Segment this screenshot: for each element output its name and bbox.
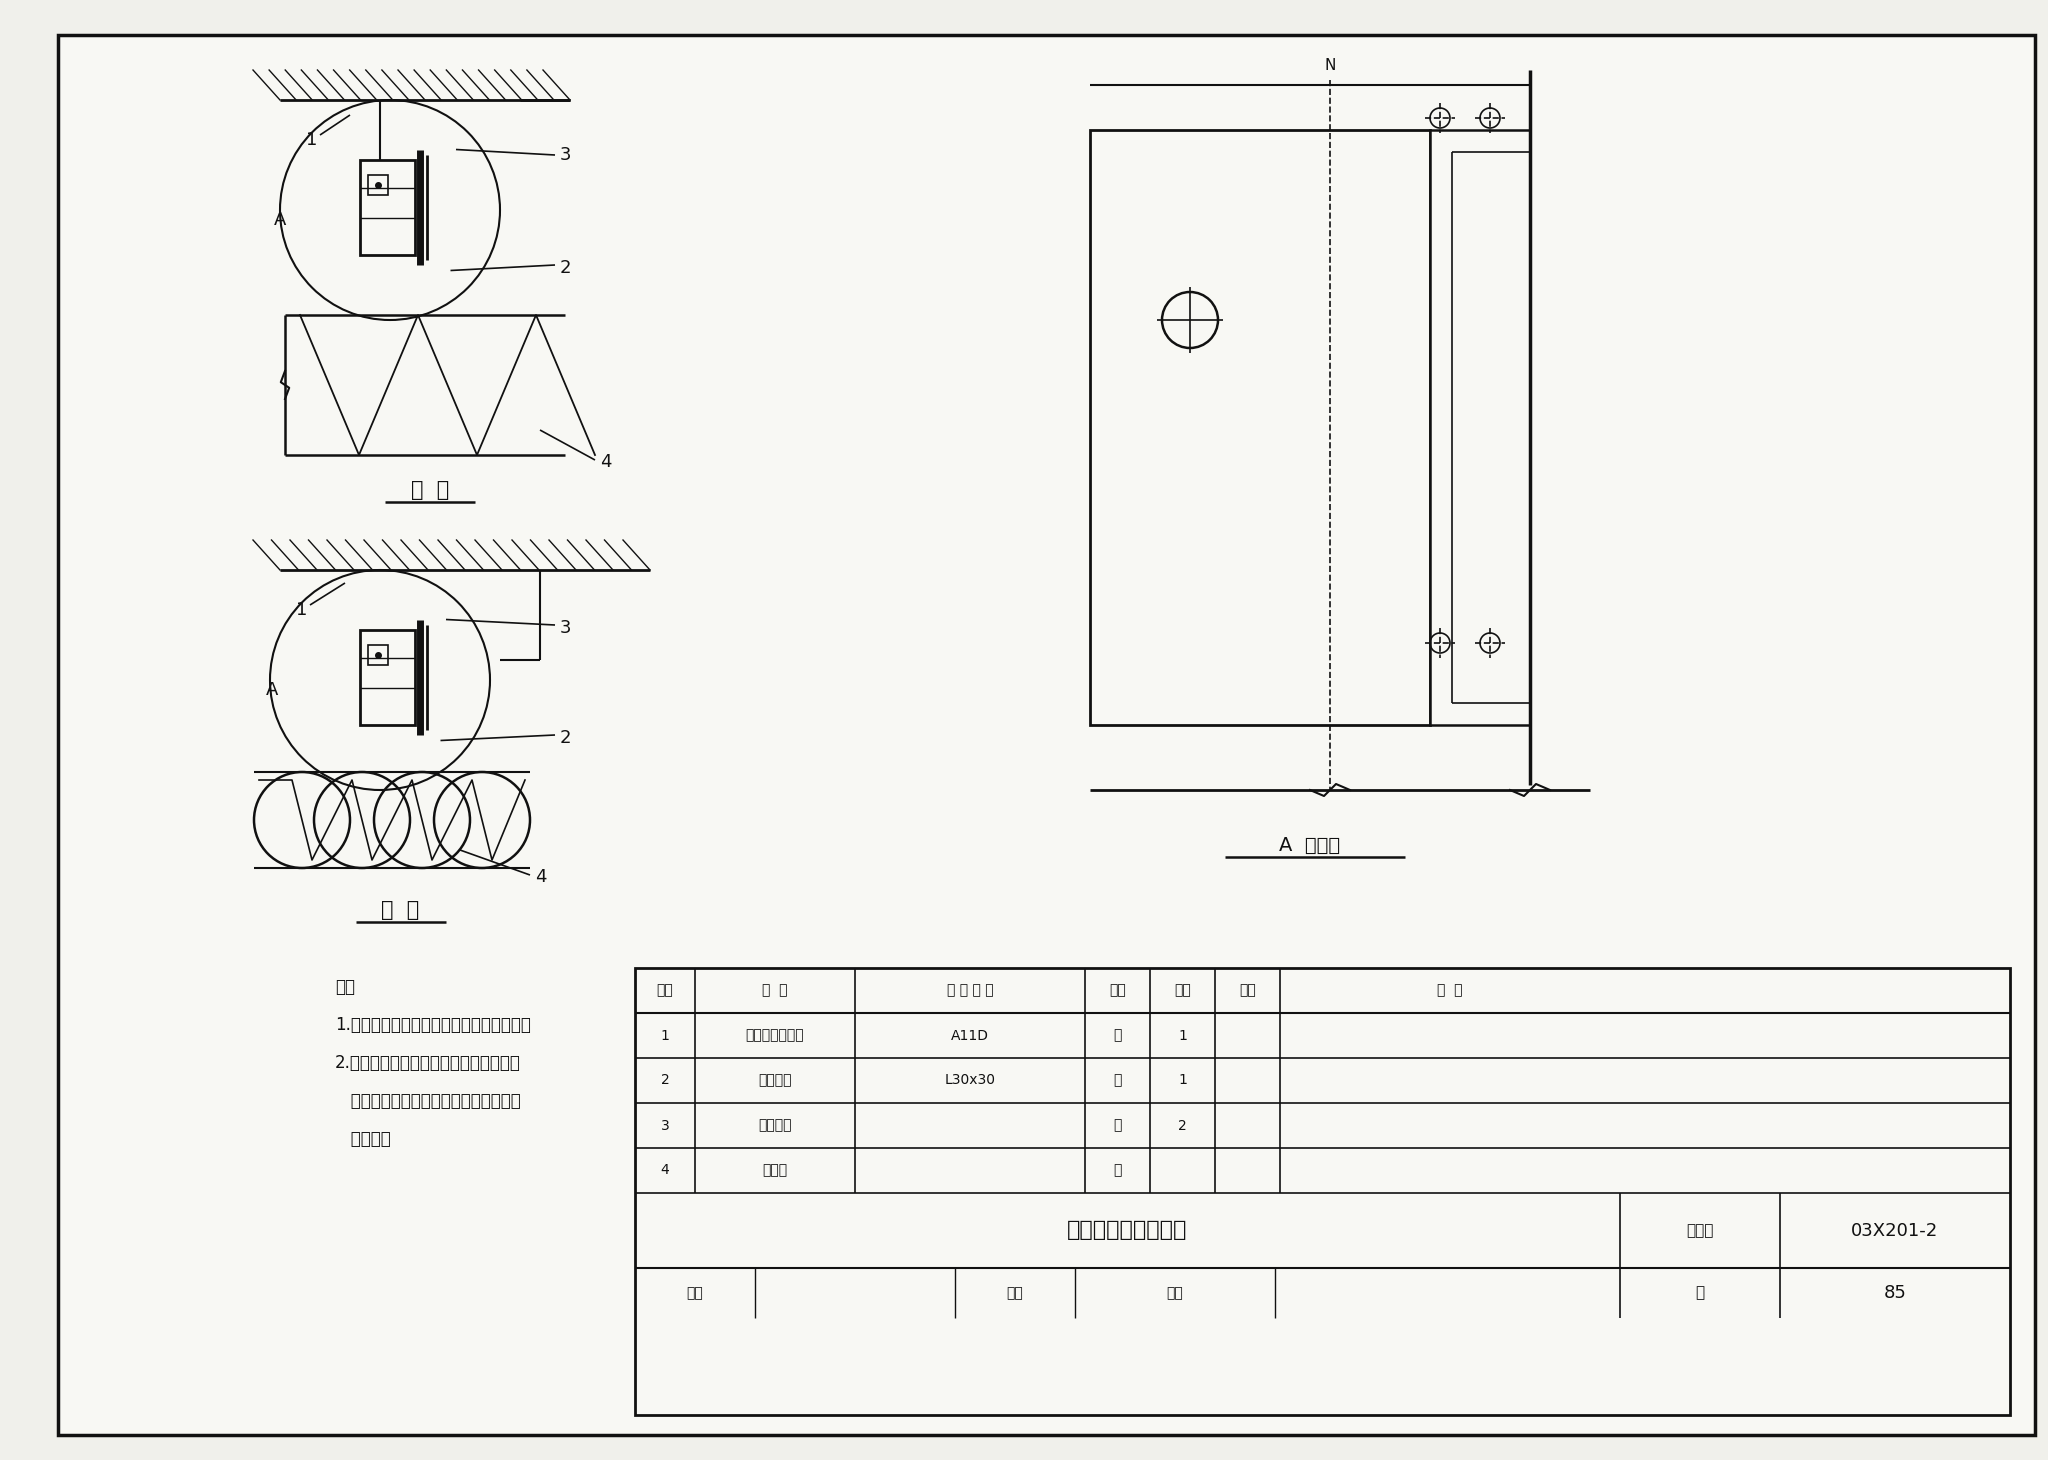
Text: 序号: 序号 <box>657 984 674 997</box>
Text: 1: 1 <box>297 602 307 619</box>
Text: A: A <box>266 680 279 699</box>
Text: 即断开。: 即断开。 <box>336 1130 391 1148</box>
Text: 低温断路控制器: 低温断路控制器 <box>745 1028 805 1042</box>
Text: 1.将感温线绕在被保护的风（水）管道上。: 1.将感温线绕在被保护的风（水）管道上。 <box>336 1016 530 1034</box>
Text: 型 号 规 格: 型 号 规 格 <box>946 984 993 997</box>
Text: L30x30: L30x30 <box>944 1073 995 1088</box>
Text: N: N <box>1325 57 1335 73</box>
Text: 1: 1 <box>1178 1073 1188 1088</box>
Text: 3: 3 <box>662 1118 670 1133</box>
Text: 设计: 设计 <box>1167 1286 1184 1299</box>
Bar <box>1430 130 1530 726</box>
Text: 4: 4 <box>600 453 612 472</box>
Bar <box>369 645 387 664</box>
Text: 名  称: 名 称 <box>762 984 788 997</box>
Text: 2.亦可将感温线固定在需要低温保护的盘: 2.亦可将感温线固定在需要低温保护的盘 <box>336 1054 520 1072</box>
Bar <box>360 161 416 255</box>
Bar <box>1090 130 1430 726</box>
Text: 1: 1 <box>1178 1028 1188 1042</box>
Text: 1: 1 <box>662 1028 670 1042</box>
Text: 备  注: 备 注 <box>1438 984 1462 997</box>
Text: A: A <box>274 212 287 229</box>
Text: 3: 3 <box>559 146 571 164</box>
Text: 2: 2 <box>559 729 571 748</box>
Text: 页: 页 <box>1696 1285 1704 1301</box>
Text: 页次: 页次 <box>1239 984 1255 997</box>
Text: 2: 2 <box>559 258 571 277</box>
Text: 校对: 校对 <box>1008 1286 1024 1299</box>
Text: 审核: 审核 <box>686 1286 702 1299</box>
Text: 注：: 注： <box>336 978 354 996</box>
Text: 固定支架: 固定支架 <box>758 1073 793 1088</box>
Text: 2: 2 <box>1178 1118 1188 1133</box>
Bar <box>369 175 387 196</box>
Text: 米: 米 <box>1114 1164 1122 1178</box>
Bar <box>635 968 2009 1415</box>
Text: 4: 4 <box>662 1164 670 1178</box>
Text: 4: 4 <box>535 869 547 886</box>
Text: 套: 套 <box>1114 1028 1122 1042</box>
Text: 1: 1 <box>307 131 317 149</box>
Text: 水  管: 水 管 <box>381 899 420 920</box>
Text: A  放大图: A 放大图 <box>1280 835 1341 854</box>
Text: 85: 85 <box>1884 1283 1907 1302</box>
Text: 图集号: 图集号 <box>1686 1223 1714 1238</box>
Text: 感温线: 感温线 <box>762 1164 788 1178</box>
Text: 数量: 数量 <box>1174 984 1190 997</box>
Text: 膨胀螺栓: 膨胀螺栓 <box>758 1118 793 1133</box>
Text: 低温断路控制器安装: 低温断路控制器安装 <box>1067 1221 1188 1241</box>
Text: 根: 根 <box>1114 1073 1122 1088</box>
Text: A11D: A11D <box>950 1028 989 1042</box>
Text: 单位: 单位 <box>1110 984 1126 997</box>
Text: 3: 3 <box>559 619 571 637</box>
Text: 03X201-2: 03X201-2 <box>1851 1222 1939 1240</box>
Text: 只: 只 <box>1114 1118 1122 1133</box>
Text: 2: 2 <box>662 1073 670 1088</box>
Text: 管表面，当温度低于设定值时，控制器: 管表面，当温度低于设定值时，控制器 <box>336 1092 520 1110</box>
Bar <box>360 631 416 726</box>
Text: 风  管: 风 管 <box>412 480 449 499</box>
